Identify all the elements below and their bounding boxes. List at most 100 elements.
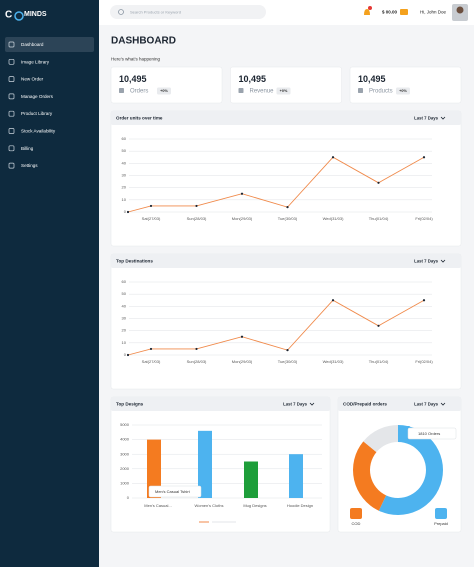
x-tick-label: Wed(31/03) [323,216,344,221]
line-point [377,324,380,327]
filter-label[interactable]: Last 7 Days [414,259,438,264]
menu-icon [8,76,15,82]
filter-label[interactable]: Last 7 Days [283,402,307,407]
logo-mark [14,11,24,21]
tooltip [148,485,202,498]
filter-chevron [440,402,446,406]
stat-label: Products [369,89,393,95]
menu-item[interactable]: Billing [21,146,34,151]
menu-item[interactable]: Stock Availability [21,129,56,134]
legend-label: COD [352,521,361,526]
stat-label: Orders [130,89,148,95]
menu-icon [8,58,15,65]
y-tick-label: 10 [122,340,127,345]
y-tick-label: 40 [122,303,127,308]
line-point [195,347,198,351]
line-point [422,299,426,302]
stat-change: +0% [399,89,407,93]
donut-slice [363,425,398,453]
stat-card [110,66,223,104]
stat-icon [358,88,363,93]
y-tick-label: 4000 [120,437,130,442]
stat-badge [276,87,291,95]
y-tick-label: 2000 [120,466,130,471]
x-tick-label: Sat(27/03) [142,216,161,221]
chart-title: Top Designs [116,402,144,407]
bar [289,454,303,498]
chart-card-header [111,111,461,125]
page-subtitle: Here's what's happening [111,57,160,62]
menu-item[interactable]: Settings [21,163,38,168]
y-tick-label: 1000 [120,480,130,485]
stat-change: +0% [280,89,288,93]
chart-title: COD/Prepaid orders [343,402,387,407]
line-point [126,210,130,214]
menu-item[interactable]: Dashboard [21,42,44,47]
line-point [149,204,153,208]
menu-item[interactable]: New Order [21,77,44,82]
y-tick-label: 20 [122,328,127,333]
chart-title: Order units over time [116,116,163,121]
bell-icon[interactable] [364,9,370,15]
balance: $ 00.00 [382,10,398,15]
x-tick-label: Sat(27/03) [142,359,161,364]
search-placeholder: Search Products or Keyword [130,10,181,15]
sidebar [0,0,99,567]
page-title: DASHBOARD [111,36,176,47]
donut-slice [353,441,387,511]
y-tick-label: 30 [122,173,127,178]
y-tick-label: 50 [122,291,127,296]
search-box[interactable] [110,5,266,19]
line-point [240,192,244,195]
y-tick-label: 50 [122,148,127,153]
menu-item[interactable]: Image Library [21,59,50,64]
line-point [195,204,198,208]
line-series [127,299,425,356]
x-tick-label: Fri(02/04) [415,216,433,221]
filter-chevron [309,402,315,406]
filter-label[interactable]: Last 7 Days [414,402,438,407]
line-point [331,156,335,159]
cart-icon[interactable] [400,9,408,15]
line-point [377,181,380,184]
bar [147,439,161,498]
filter-label[interactable]: Last 7 Days [414,116,438,121]
greeting: Hi, John Doe [420,10,447,15]
tooltip-text: 1810 Orders [418,431,440,436]
chart-card-header [338,397,461,411]
x-tick-label: Sun(28/03) [187,216,207,221]
chart-card [110,253,462,390]
stat-value: 10,495 [358,74,386,84]
y-tick-label: 0 [124,352,127,357]
y-tick-label: 5000 [120,422,130,427]
y-tick-label: 0 [124,209,127,214]
menu-icon [8,128,15,134]
line-point [422,156,426,159]
stat-value: 10,495 [119,74,147,84]
chart-card [110,110,462,247]
legend-swatch [350,508,362,519]
x-tick-label: Tue(30/03) [278,216,298,221]
tooltip [407,427,457,440]
y-tick-label: 30 [122,316,127,321]
line-point [126,353,130,357]
x-tick-label: Thu(01/04) [369,359,389,364]
stat-badge [396,87,410,95]
y-tick-label: 60 [122,136,127,141]
stat-icon [119,88,124,93]
bar [244,461,258,498]
y-tick-label: 3000 [120,451,130,456]
line-series [127,156,425,213]
chart-card-header [111,254,461,268]
line-point [286,206,289,209]
chart-card-header [111,397,330,411]
menu-item[interactable]: Manage Orders [21,94,54,99]
legend-swatch [435,508,447,519]
legend-label: Prepaid [434,521,448,526]
x-tick-label: Fri(02/04) [415,359,433,364]
stat-icon [238,88,244,93]
x-tick-label: Mug Designs [243,503,266,508]
stat-card [349,66,462,104]
menu-item[interactable]: Product Library [21,111,53,116]
y-tick-label: 0 [127,495,130,500]
